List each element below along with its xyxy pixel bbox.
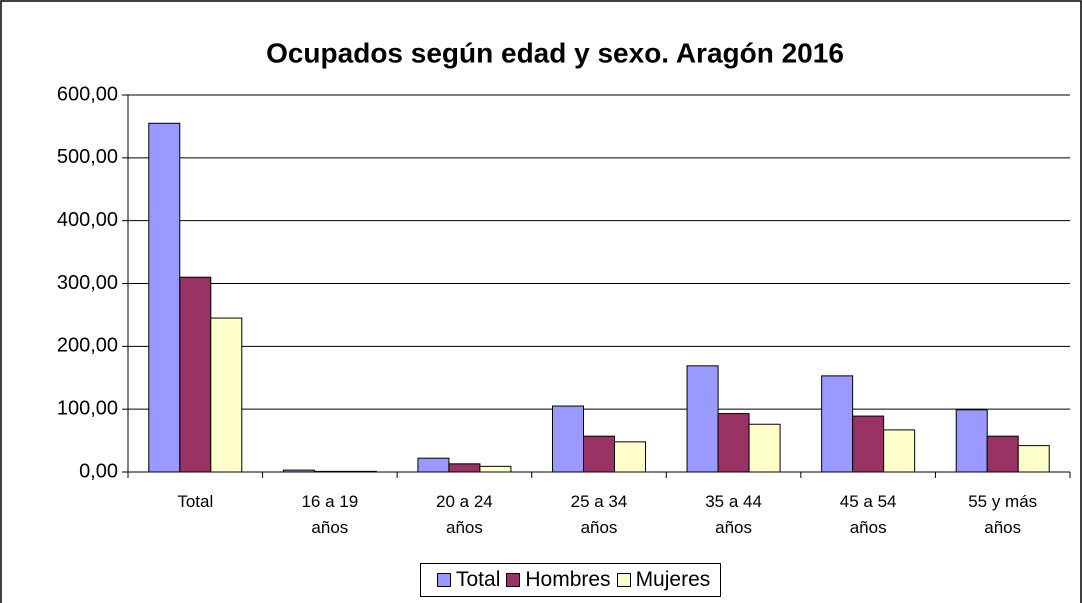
x-tick-label: 16 a 19 años xyxy=(301,492,359,537)
x-tick-label: 45 a 54 años xyxy=(839,492,897,537)
y-tick-label: 600,00 xyxy=(57,83,118,105)
bar xyxy=(883,429,916,473)
bar xyxy=(686,365,719,473)
y-tick-label: 400,00 xyxy=(57,209,118,231)
bar xyxy=(717,413,750,473)
y-tick-label: 100,00 xyxy=(57,397,118,419)
bar xyxy=(417,457,450,473)
bar xyxy=(821,375,854,473)
legend-swatch xyxy=(506,573,521,587)
bar xyxy=(479,465,512,473)
x-tick-label: 55 y más años xyxy=(968,492,1038,537)
bar xyxy=(282,469,315,473)
bar xyxy=(148,122,181,473)
legend-label: Mujeres xyxy=(635,568,711,591)
bar xyxy=(344,470,377,473)
bar xyxy=(179,276,212,473)
y-tick-label: 500,00 xyxy=(57,146,118,168)
bar xyxy=(748,423,781,473)
legend-swatch xyxy=(437,573,451,587)
y-tick-label: 0,00 xyxy=(79,460,118,482)
y-tick-label: 200,00 xyxy=(57,335,118,357)
bar xyxy=(1017,445,1050,473)
x-tick-label: 25 a 34 años xyxy=(570,492,628,537)
bar xyxy=(552,405,584,473)
bar xyxy=(448,463,481,473)
bar xyxy=(986,435,1019,473)
legend-label: Total xyxy=(456,568,501,591)
legend-swatch xyxy=(616,573,631,587)
bar xyxy=(210,317,243,473)
x-tick-label: 20 a 24 años xyxy=(436,492,493,537)
legend-label: Hombres xyxy=(525,568,611,591)
x-tick-label: Total xyxy=(177,492,214,511)
x-tick-label: 35 a 44 años xyxy=(705,492,762,537)
chart-title: Ocupados según edad y sexo. Aragón 2016 xyxy=(266,37,844,68)
bar xyxy=(955,409,988,473)
bar xyxy=(614,441,646,473)
legend: Total Hombres Mujeres xyxy=(420,563,722,597)
y-tick-label: 300,00 xyxy=(57,272,118,294)
bar xyxy=(313,470,346,473)
bar xyxy=(583,435,615,473)
bar xyxy=(852,415,885,473)
